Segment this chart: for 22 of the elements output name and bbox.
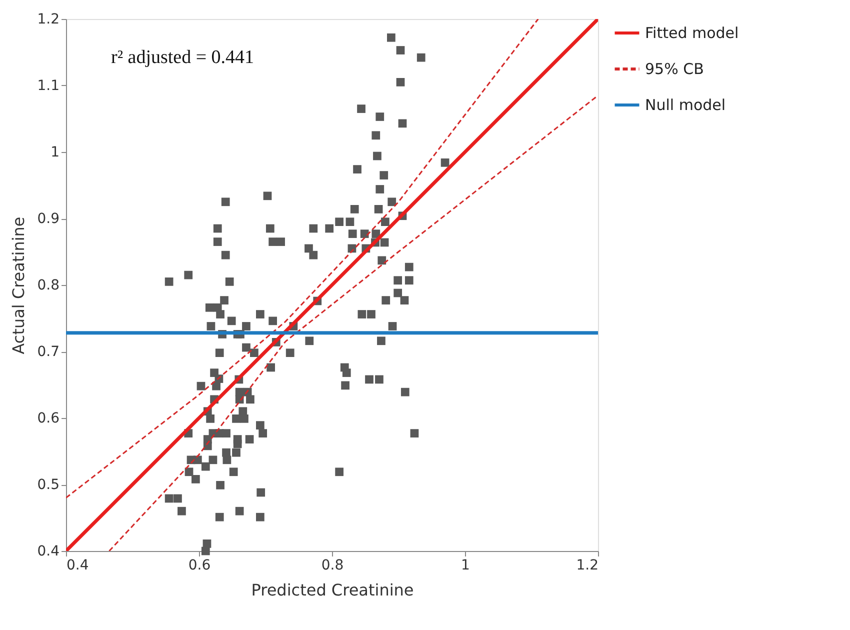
y-tick-label: 1.2 <box>37 12 60 28</box>
y-tick-label: 0.7 <box>37 344 60 360</box>
y-tick-label: 0.9 <box>37 211 60 227</box>
legend-label: Fitted model <box>645 24 739 42</box>
y-tick-label: 1 <box>50 144 60 160</box>
line-series <box>108 94 598 551</box>
y-tick-label: 0.8 <box>37 278 60 294</box>
x-tick-label: 0.6 <box>188 558 211 574</box>
x-tick-label: 0.4 <box>66 558 89 574</box>
y-tick-label: 1.1 <box>37 78 60 94</box>
y-axis-title: Actual Creatinine <box>9 216 28 354</box>
line-series <box>66 19 539 499</box>
x-axis-title: Predicted Creatinine <box>251 580 414 600</box>
x-tick-label: 1 <box>461 558 470 574</box>
annotation: r² adjusted = 0.441 <box>111 47 254 68</box>
y-tick-label: 0.5 <box>37 477 60 493</box>
y-tick-label: 0.4 <box>37 544 60 560</box>
legend-label: 95% CB <box>645 60 704 78</box>
y-tick-label: 0.6 <box>37 410 60 426</box>
x-tick-label: 0.8 <box>321 558 344 574</box>
x-tick-label: 1.2 <box>576 558 598 574</box>
legend-label: Null model <box>645 96 726 114</box>
